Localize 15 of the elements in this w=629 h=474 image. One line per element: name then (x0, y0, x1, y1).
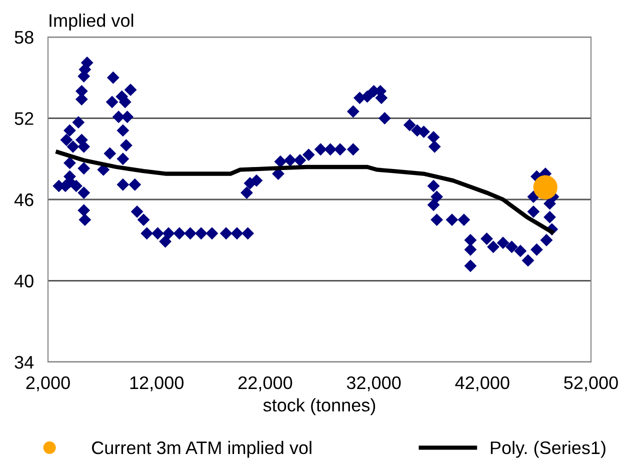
legend-label: Poly. (Series1) (490, 440, 606, 458)
x-tick-label: 42,000 (455, 376, 510, 392)
x-tick-label: 22,000 (238, 376, 292, 392)
x-tick-label: 12,000 (130, 376, 184, 392)
y-tick-label: 58 (14, 30, 34, 44)
x-tick-label: 52,000 (564, 376, 618, 392)
x-axis-title: stock (tonnes) (263, 398, 376, 416)
y-tick-label: 40 (14, 274, 34, 288)
y-axis-title: Implied vol (50, 14, 134, 30)
y-tick-label: 46 (14, 193, 34, 206)
y-tick-label: 52 (14, 112, 34, 125)
x-tick-label: 32,000 (346, 376, 401, 392)
x-tick-label: 2,000 (26, 376, 70, 392)
legend-label: Current 3m ATM implied vol (92, 440, 312, 458)
y-tick-label: 34 (14, 356, 34, 369)
